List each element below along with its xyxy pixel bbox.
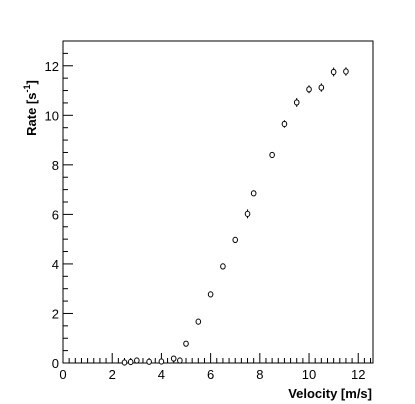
data-point (134, 357, 140, 364)
x-tick-label: 2 (109, 367, 116, 382)
y-tick-label: 10 (45, 108, 59, 123)
data-point (195, 318, 202, 325)
data-point (146, 358, 152, 365)
data-point (281, 120, 288, 128)
data-point (343, 68, 349, 75)
data-point (207, 291, 214, 298)
y-tick-label: 8 (52, 158, 59, 173)
y-tick-label: 2 (52, 306, 59, 321)
y-axis-title-exponent: -1 (22, 84, 32, 92)
data-point (183, 340, 189, 347)
y-tick-label: 0 (52, 356, 59, 371)
data-point (121, 359, 128, 366)
data-point (177, 357, 183, 364)
data-point (330, 68, 337, 76)
x-tick-label: 0 (59, 367, 66, 382)
data-point (293, 99, 300, 106)
data-point (158, 358, 165, 365)
data-point (250, 190, 257, 197)
y-axis-title: Rate [s-1] (22, 80, 39, 136)
data-point (306, 86, 312, 93)
x-tick-label: 4 (158, 367, 165, 382)
y-axis-title-main: Rate [s (24, 93, 39, 136)
data-point (244, 210, 251, 217)
data-point (232, 236, 239, 243)
data-point (220, 263, 226, 270)
y-tick-label: 4 (52, 257, 59, 272)
data-point (269, 151, 275, 159)
x-tick-label: 8 (256, 367, 263, 382)
data-point (318, 84, 325, 91)
y-tick-label: 12 (45, 59, 59, 74)
y-tick-label: 6 (52, 207, 59, 222)
x-tick-label: 12 (351, 367, 365, 382)
x-tick-label: 6 (207, 367, 214, 382)
data-point (170, 355, 177, 362)
x-axis-title: Velocity [m/s] (288, 386, 372, 401)
y-axis-title-close: ] (24, 80, 39, 84)
x-tick-label: 10 (302, 367, 316, 382)
data-point (127, 358, 134, 366)
